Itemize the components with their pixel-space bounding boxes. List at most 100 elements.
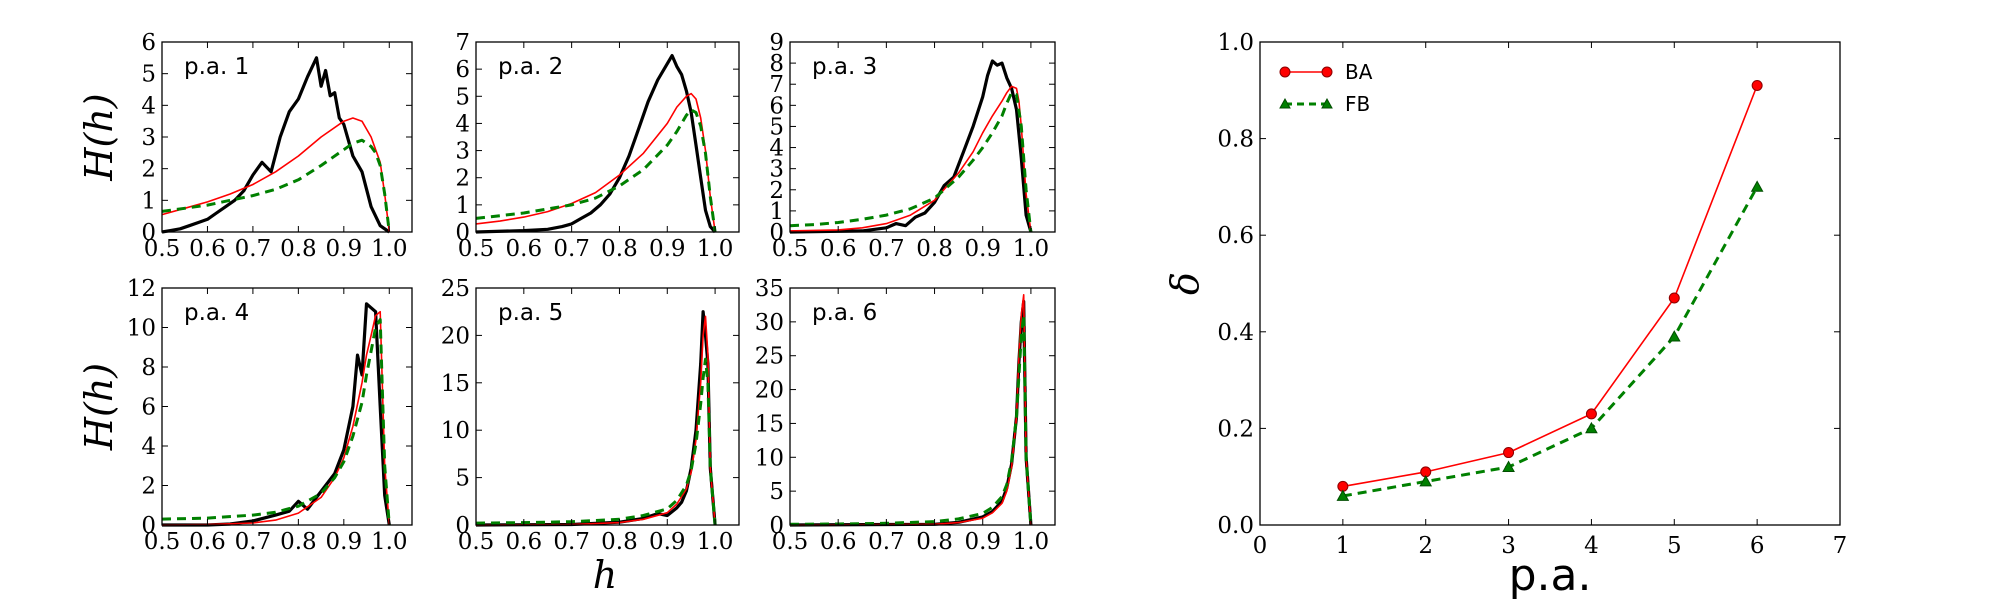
y-tick-label: 3 (141, 125, 156, 151)
legend-marker (1279, 97, 1291, 109)
y-tick-label: 0.4 (1217, 320, 1254, 346)
y-tick-label: 6 (769, 93, 784, 119)
x-tick-label: 0.6 (820, 529, 857, 555)
y-tick-label: 20 (441, 323, 470, 349)
panel-label: p.a. 2 (498, 54, 563, 80)
y-tick-label: 0 (455, 513, 470, 539)
data-point-ba (1751, 79, 1763, 91)
y-tick-label: 20 (755, 378, 784, 404)
plot-frame (475, 41, 740, 233)
y-tick-label: 1 (769, 199, 784, 225)
series-line-1 (789, 85, 1032, 233)
x-tick-label: 0.5 (144, 236, 181, 262)
data-point-fb (1419, 475, 1433, 487)
x-tick-label: 3 (1501, 533, 1516, 559)
series-line-0 (161, 56, 391, 234)
y-tick-label: 0 (455, 220, 470, 246)
x-tick-label: 0.7 (868, 236, 905, 262)
series-line-fb (1342, 186, 1759, 498)
x-tick-label: 0.8 (916, 236, 953, 262)
data-point-ba (1503, 447, 1515, 459)
y-tick-label: 30 (755, 310, 784, 336)
x-tick-label: 0 (1253, 533, 1268, 559)
x-tick-label: 0.9 (326, 236, 363, 262)
x-tick-label: 0.8 (280, 529, 317, 555)
y-tick-label: 4 (141, 93, 156, 119)
y-tick-label: 0 (769, 220, 784, 246)
x-tick-label: 0.8 (601, 529, 638, 555)
x-tick-label: 0.8 (280, 236, 317, 262)
y-tick-label: 5 (455, 84, 470, 110)
y-tick-label: 15 (441, 371, 470, 397)
series-line-0 (789, 299, 1033, 527)
y-tick-label: 5 (455, 466, 470, 492)
legend-marker (1321, 97, 1333, 109)
plot-frame (1259, 41, 1841, 526)
data-point-ba (1585, 408, 1597, 420)
data-point-fb (1502, 460, 1515, 472)
x-tick-label: 1.0 (371, 529, 408, 555)
histogram-panel-1: 0.5 0.6 0.7 0.8 0.9 1.0 0 1 2 3 4 5 6 p.a. 1 H(h) (77, 30, 413, 262)
x-tick-label: 0.6 (189, 529, 226, 555)
histogram-panel-6: 0.5 0.6 0.7 0.8 0.9 1.0 0 5 10 15 20 25 30 35 p.a. 6 (755, 276, 1056, 555)
x-tick-label: 0.7 (868, 529, 905, 555)
series-line-1 (475, 315, 716, 526)
y-tick-label: 15 (755, 411, 784, 437)
series-line-ba (1342, 85, 1758, 488)
series-line-0 (162, 302, 391, 527)
y-axis-label: H(h) (77, 93, 121, 181)
x-tick-label: 0.9 (964, 529, 1001, 555)
panel-label: p.a. 3 (812, 54, 877, 80)
series-line-2 (161, 318, 391, 526)
x-tick-label: 0.5 (458, 236, 495, 262)
data-point-fb (1336, 489, 1350, 501)
x-tick-label: 0.8 (916, 529, 953, 555)
delta-vs-pa-chart: 0 1 2 3 4 5 6 7 0.0 0.2 0.4 0.6 0.8 1.0 p.a. δ BA FB (1163, 30, 1847, 600)
x-tick-label: 0.5 (458, 529, 495, 555)
y-tick-label: 10 (755, 445, 784, 471)
y-tick-label: 5 (141, 62, 156, 88)
y-tick-label: 0.6 (1217, 223, 1254, 249)
y-tick-label: 0.0 (1217, 513, 1254, 539)
legend-label-ba: BA (1345, 60, 1373, 84)
y-tick-label: 2 (769, 178, 784, 204)
y-tick-label: 9 (769, 30, 784, 56)
y-tick-label: 0 (141, 513, 156, 539)
series-line-1 (789, 293, 1032, 526)
y-tick-label: 4 (141, 434, 156, 460)
x-tick-label: 0.6 (506, 529, 543, 555)
legend-marker (1321, 66, 1333, 78)
x-tick-label: 0.5 (772, 236, 809, 262)
x-tick-label: 0.9 (649, 236, 686, 262)
x-tick-label: 4 (1584, 533, 1599, 559)
y-tick-label: 4 (769, 136, 784, 162)
y-tick-label: 7 (769, 72, 784, 98)
shared-x-axis-label: h (593, 553, 617, 597)
y-tick-label: 2 (455, 166, 470, 192)
y-tick-label: 1 (141, 188, 156, 214)
y-tick-label: 25 (755, 344, 784, 370)
x-tick-label: 1.0 (1013, 236, 1050, 262)
legend: BA FB (1279, 60, 1373, 116)
y-tick-label: 0 (141, 220, 156, 246)
x-tick-label: 0.6 (820, 236, 857, 262)
x-tick-label: 0.7 (235, 236, 272, 262)
y-axis-label: H(h) (77, 363, 121, 451)
x-tick-label: 0.7 (235, 529, 272, 555)
x-tick-label: 0.9 (649, 529, 686, 555)
plot-frame (789, 287, 1056, 526)
series-line-2 (789, 313, 1033, 526)
x-tick-label: 0.6 (189, 236, 226, 262)
y-tick-label: 6 (455, 57, 470, 83)
y-tick-label: 25 (441, 276, 470, 302)
y-tick-label: 2 (141, 157, 156, 183)
panel-label: p.a. 6 (812, 300, 877, 326)
series-line-0 (475, 310, 717, 527)
panel-label: p.a. 5 (498, 300, 563, 326)
y-tick-label: 0 (769, 513, 784, 539)
x-tick-label: 0.5 (144, 529, 181, 555)
x-tick-label: 7 (1833, 533, 1848, 559)
x-tick-label: 1.0 (697, 236, 734, 262)
y-tick-label: 4 (455, 111, 470, 137)
